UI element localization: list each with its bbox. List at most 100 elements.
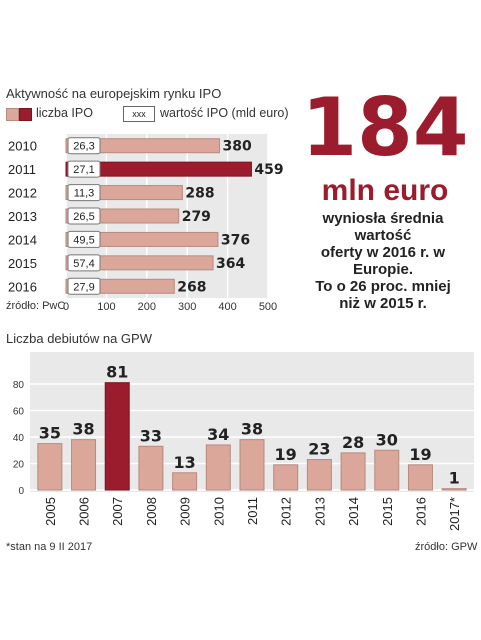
headline-line: oferty w 2016 r. w Europie. <box>320 244 446 278</box>
bottom-data-label: 38 <box>241 420 263 439</box>
bottom-data-label: 28 <box>342 433 364 452</box>
bottom-category-label: 2009 <box>178 497 193 526</box>
top-value-ipo: 57,4 <box>73 258 94 270</box>
bottom-bar <box>273 464 299 491</box>
bottom-category-label: 2015 <box>380 497 395 526</box>
bottom-source: źródło: GPW <box>415 541 478 553</box>
bottom-bar <box>71 439 97 491</box>
bottom-footnote: *stan na 9 II 2017 <box>6 541 93 553</box>
legend-swatch-count-highlight <box>19 108 32 121</box>
top-category-label: 2013 <box>8 209 37 224</box>
top-source: źródło: PwC <box>6 300 66 312</box>
top-value-ipo: 27,1 <box>73 164 94 176</box>
top-category-label: 2015 <box>8 256 37 271</box>
top-category-label: 2011 <box>8 162 36 177</box>
bottom-category-label: 2005 <box>43 497 58 526</box>
top-bar <box>65 231 219 247</box>
bottom-data-label: 33 <box>140 426 162 445</box>
bottom-y-tick-label: 60 <box>13 407 25 418</box>
bottom-category-label: 2011 <box>245 497 260 525</box>
bottom-category-label: 2012 <box>279 497 294 526</box>
top-value-box <box>67 184 101 202</box>
top-value-box <box>67 277 101 295</box>
bottom-data-label: 81 <box>106 363 128 382</box>
top-bar <box>65 161 252 177</box>
top-data-label: 364 <box>216 256 245 272</box>
bottom-bar <box>205 444 231 491</box>
bottom-category-label: 2013 <box>312 497 327 526</box>
top-data-label: 459 <box>254 162 283 178</box>
bottom-bar <box>138 445 164 491</box>
legend-label-value: wartość IPO (mld euro) <box>160 106 289 120</box>
top-data-label: 288 <box>185 186 214 202</box>
bottom-category-label: 2014 <box>346 497 361 526</box>
bottom-data-label: 23 <box>308 440 330 459</box>
headline-line: wyniosła średnia wartość <box>322 210 444 244</box>
top-category-label: 2016 <box>8 279 37 294</box>
bottom-bar <box>407 464 433 491</box>
top-category-label: 2010 <box>8 139 37 154</box>
bottom-category-label: 2017* <box>447 497 462 531</box>
top-category-label: 2012 <box>8 186 37 201</box>
bottom-y-tick-label: 40 <box>13 433 25 444</box>
bottom-category-label: 2010 <box>211 497 226 526</box>
bottom-bar <box>374 449 400 491</box>
bottom-chart-title: Liczba debiutów na GPW <box>6 331 152 346</box>
top-value-ipo: 27,9 <box>73 281 94 293</box>
bottom-bar <box>441 488 467 491</box>
top-value-ipo: 11,3 <box>74 188 95 200</box>
top-data-label: 376 <box>221 232 250 248</box>
top-value-ipo: 26,3 <box>73 141 94 153</box>
bottom-y-tick-label: 0 <box>18 486 24 497</box>
legend-label-count: liczba IPO <box>36 106 93 120</box>
top-x-tick-label: 200 <box>138 301 156 313</box>
headline-line: niż w 2015 r. <box>339 295 427 312</box>
top-x-tick-label: 500 <box>259 301 277 313</box>
bottom-data-label: 13 <box>173 453 195 472</box>
bottom-y-tick-label: 80 <box>13 380 25 391</box>
headline-unit: mln euro <box>321 174 449 207</box>
top-data-label: 279 <box>182 209 211 225</box>
top-category-label: 2014 <box>8 232 37 247</box>
top-value-box <box>67 207 101 225</box>
bottom-bar <box>340 452 366 491</box>
bottom-bar <box>306 459 332 491</box>
bottom-bar <box>239 439 265 491</box>
top-bar <box>65 138 221 154</box>
top-x-tick-label: 400 <box>218 301 236 313</box>
top-chart-title: Aktywność na europejskim rynku IPO <box>6 86 222 101</box>
top-value-ipo: 26,5 <box>73 211 94 223</box>
bottom-data-label: 34 <box>207 425 229 444</box>
bottom-data-label: 19 <box>409 445 431 464</box>
legend-value-box: xxx <box>123 106 155 122</box>
bottom-category-label: 2006 <box>77 497 92 526</box>
top-value-box <box>67 230 101 248</box>
headline-line: To o 26 proc. mniej <box>315 278 451 295</box>
headline-description: wyniosła średnia wartość oferty w 2016 r… <box>293 210 473 312</box>
top-x-tick-label: 100 <box>97 301 115 313</box>
legend-swatch-count <box>6 108 19 121</box>
top-value-box <box>67 160 101 178</box>
bottom-data-label: 19 <box>275 445 297 464</box>
bottom-data-label: 1 <box>449 469 460 488</box>
bottom-category-label: 2016 <box>413 497 428 526</box>
bottom-data-label: 35 <box>39 424 61 443</box>
bottom-y-tick-label: 20 <box>13 460 25 471</box>
top-data-label: 380 <box>223 139 252 155</box>
bottom-bar <box>104 382 130 491</box>
top-value-box <box>67 254 101 272</box>
bottom-category-label: 2008 <box>144 497 159 526</box>
top-x-tick-label: 300 <box>178 301 196 313</box>
top-value-box <box>67 137 101 155</box>
bottom-category-label: 2007 <box>110 497 125 526</box>
top-value-ipo: 49,5 <box>73 234 94 246</box>
bottom-bar <box>37 443 63 491</box>
top-data-label: 268 <box>177 279 206 295</box>
top-bar <box>65 255 214 271</box>
bottom-bar <box>172 472 198 491</box>
bottom-data-label: 30 <box>376 430 398 449</box>
top-x-tick-label: 0 <box>63 301 69 313</box>
headline-number: 184 <box>301 81 469 174</box>
